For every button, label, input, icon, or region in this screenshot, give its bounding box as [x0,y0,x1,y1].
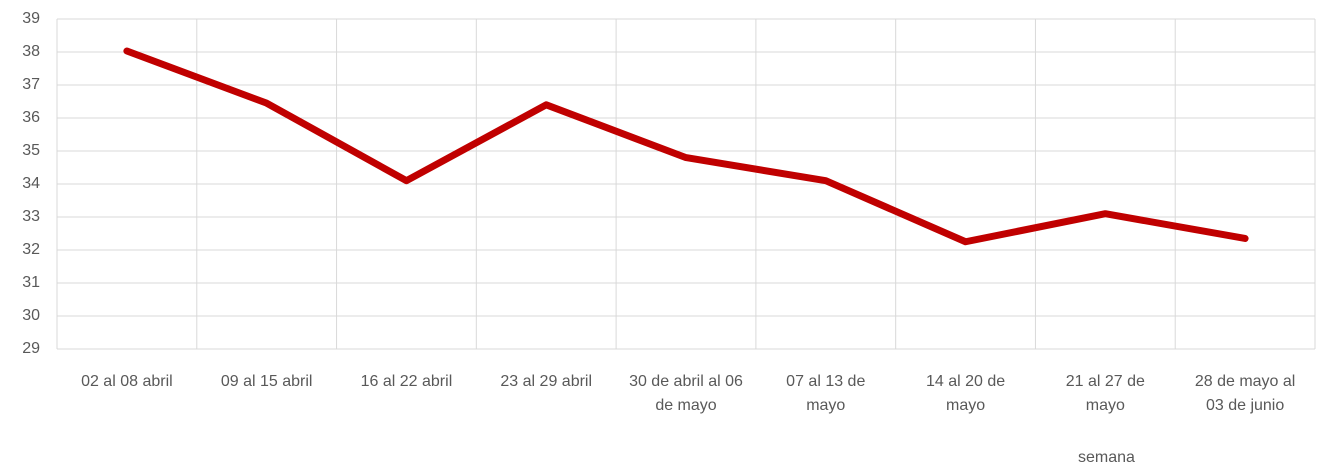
y-tick-label: 39 [22,10,40,27]
x-tick-label: 02 al 08 abril [81,373,173,390]
y-tick-label: 31 [22,274,40,291]
line [123,47,1249,246]
x-tick-label: 16 al 22 abril [360,373,453,390]
x-tick-label: 07 al 13 de mayo [786,373,866,414]
y-tick-label: 35 [22,142,40,159]
y-tick-label: 29 [22,340,40,357]
x-tick-label: 23 al 29 abril [500,373,593,390]
x-axis-title: semana [1078,449,1135,466]
x-tick-label: 09 al 15 abril [220,373,313,390]
x-tick-label: 30 de abril al 06 de mayo [629,373,743,414]
y-tick-label: 38 [22,43,40,60]
y-tick-label: 32 [22,241,40,258]
y-tick-label: 34 [22,175,40,192]
x-tick-label: 28 de mayo al 03 de junio [1194,373,1296,414]
x-tick-label: 21 al 27 de mayo [1065,373,1145,414]
y-tick-label: 36 [22,109,40,126]
y-tick-label: 30 [22,307,40,324]
y-tick-label: 33 [22,208,40,225]
x-tick-label: 14 al 20 de mayo [925,373,1006,414]
y-tick-label: 37 [22,76,40,93]
